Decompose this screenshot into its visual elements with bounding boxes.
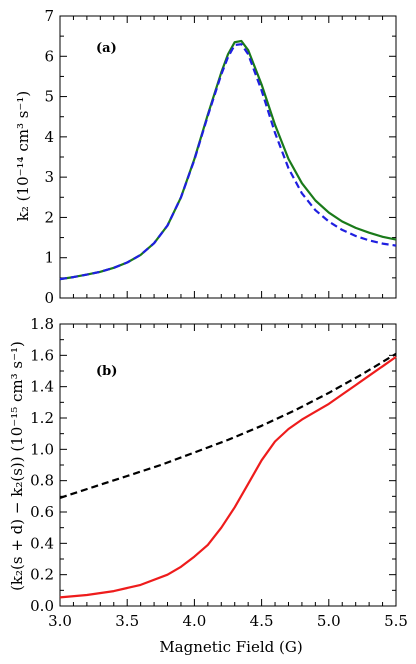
panel-b-xlabel: Magnetic Field (G) [159,638,302,656]
y-tick-label: 1.8 [30,315,54,333]
panel-a-tag: (a) [96,41,117,56]
y-tick-label: 0.4 [30,534,54,552]
y-tick-label: 1.2 [30,409,54,427]
x-tick-label: 5.0 [317,612,341,630]
y-tick-label: 6 [44,47,54,65]
x-tick-label: 3.0 [48,612,72,630]
panel-a-ylabel: k₂ (10⁻¹⁴ cm³ s⁻¹) [14,91,32,221]
y-tick-label: 1.6 [30,346,54,364]
panel-b-series-1-line [59,355,397,599]
x-tick-label: 5.5 [384,612,408,630]
y-tick-label: 2 [44,208,54,226]
y-tick-label: 1.0 [30,440,54,458]
panel-b-series-0-line [59,352,397,499]
panel-a: (a) k₂ (10⁻¹⁴ cm³ s⁻¹) 0 1 2 3 4 5 6 7 [14,7,397,307]
y-tick-label: 0 [44,289,54,307]
panel-a-series-0-line [59,39,397,281]
y-tick-label: 1 [44,249,54,267]
x-tick-label: 4.0 [182,612,206,630]
y-tick-label: 4 [44,128,54,146]
y-tick-label: 0.2 [30,566,54,584]
y-tick-label: 3 [44,168,54,186]
y-tick-label: 1.4 [30,378,54,396]
y-tick-label: 0.0 [30,597,54,615]
y-tick-label: 0.8 [30,472,54,490]
y-tick-label: 7 [44,7,54,25]
y-tick-label: 5 [44,88,54,106]
x-tick-label: 3.5 [115,612,139,630]
y-tick-label: 0.6 [30,503,54,521]
panel-b-ylabel: (k₂(s + d) − k₂(s)) (10⁻¹⁵ cm³ s⁻¹) [8,341,26,591]
panel-b: (b) (k₂(s + d) − k₂(s)) (10⁻¹⁵ cm³ s⁻¹) … [8,315,408,656]
x-tick-label: 4.5 [250,612,274,630]
panel-a-series-1-line [59,43,397,281]
panel-b-tag: (b) [96,364,117,379]
